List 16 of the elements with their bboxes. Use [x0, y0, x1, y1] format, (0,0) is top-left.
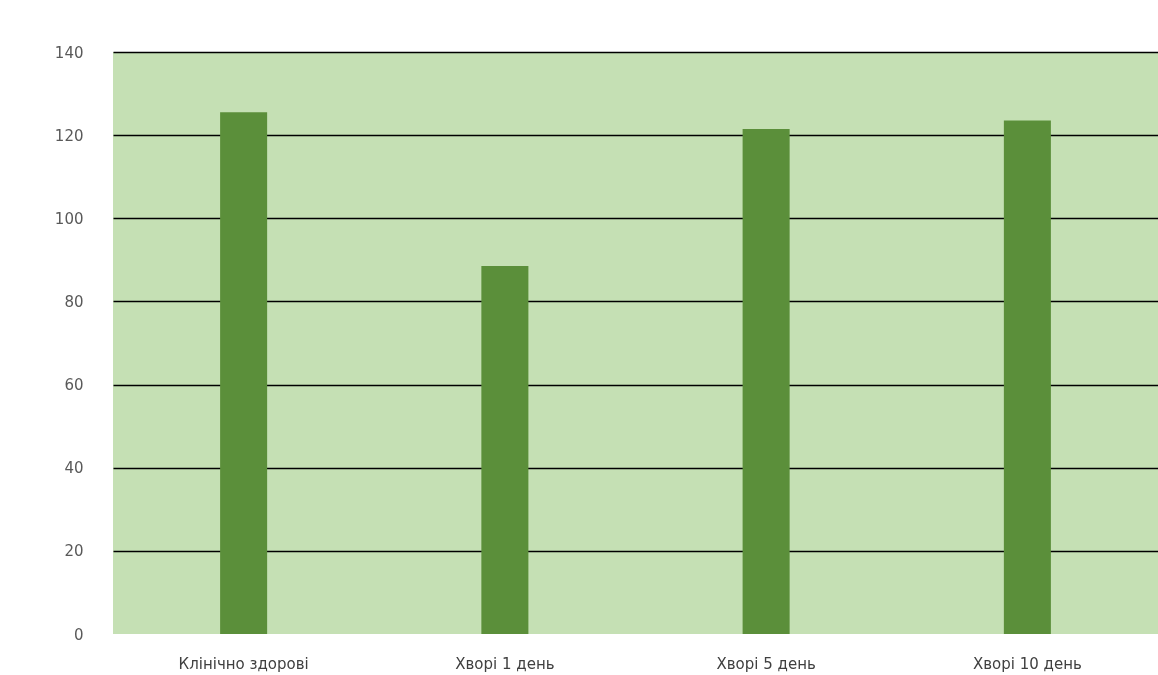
bar — [1003, 120, 1051, 634]
x-tick-label: Хворі 10 день — [972, 654, 1082, 673]
y-tick-label: 120 — [54, 126, 84, 145]
bar — [742, 128, 790, 634]
y-tick-label: 40 — [64, 459, 84, 478]
x-tick-label: Хворі 1 день — [455, 654, 555, 673]
y-tick-label: 80 — [64, 292, 84, 311]
bar — [220, 112, 268, 634]
x-tick-label: Хворі 5 день — [716, 654, 816, 673]
y-tick-label: 0 — [73, 625, 84, 644]
y-tick-label: 60 — [64, 376, 84, 395]
y-tick-label: 140 — [54, 43, 84, 62]
y-tick-label: 20 — [64, 542, 84, 561]
bar — [481, 266, 529, 634]
y-tick-label: 100 — [54, 209, 84, 228]
x-tick-label: Клінічно здорові — [178, 654, 309, 673]
